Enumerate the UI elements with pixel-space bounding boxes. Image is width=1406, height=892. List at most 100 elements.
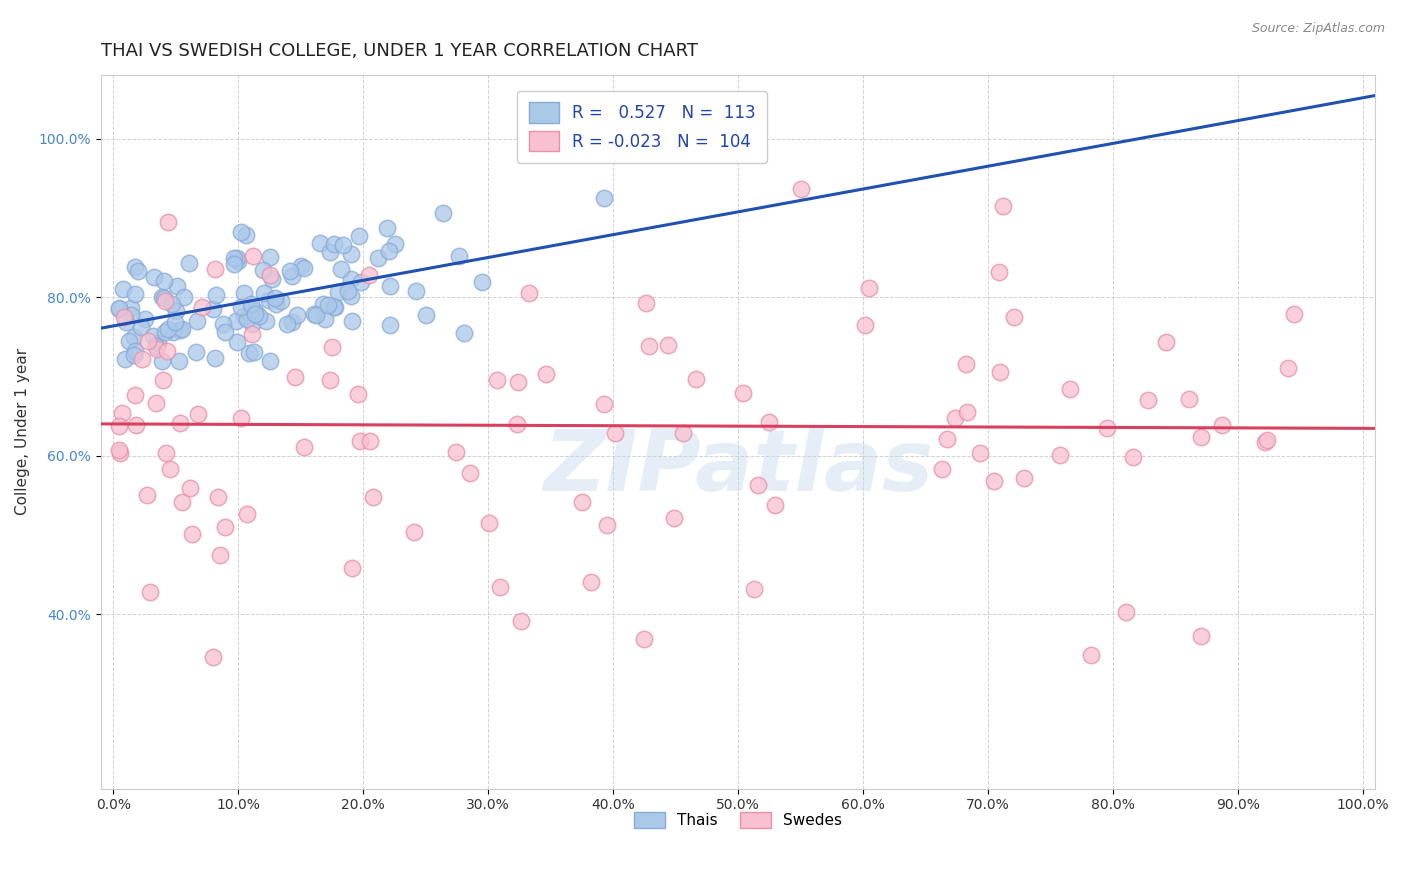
Point <box>259 268 281 282</box>
Point <box>446 445 468 459</box>
Point <box>377 221 399 235</box>
Point <box>290 260 312 274</box>
Point <box>367 251 389 265</box>
Point <box>592 191 614 205</box>
Point <box>156 215 179 229</box>
Point <box>153 274 176 288</box>
Point <box>596 518 619 533</box>
Point <box>257 293 280 307</box>
Point <box>214 520 236 534</box>
Point <box>579 575 602 590</box>
Point <box>204 287 226 301</box>
Point <box>380 278 402 293</box>
Point <box>232 286 254 301</box>
Point <box>259 353 281 368</box>
Point <box>136 334 159 348</box>
Point <box>506 375 529 389</box>
Point <box>323 300 346 314</box>
Point <box>988 265 1011 279</box>
Point <box>264 291 287 305</box>
Legend: Thais, Swedes: Thais, Swedes <box>628 806 848 834</box>
Point <box>143 269 166 284</box>
Point <box>1282 306 1305 320</box>
Point <box>167 353 190 368</box>
Point <box>202 650 225 665</box>
Point <box>281 315 304 329</box>
Point <box>186 314 208 328</box>
Point <box>155 446 177 460</box>
Point <box>202 302 225 317</box>
Point <box>264 296 287 310</box>
Point <box>145 396 167 410</box>
Point <box>179 481 201 495</box>
Point <box>1254 434 1277 449</box>
Point <box>122 348 145 362</box>
Point <box>337 284 360 298</box>
Point <box>955 357 977 371</box>
Point <box>319 373 342 387</box>
Point <box>127 264 149 278</box>
Point <box>593 397 616 411</box>
Point <box>124 343 146 358</box>
Point <box>657 338 679 352</box>
Point <box>292 440 315 454</box>
Point <box>339 289 361 303</box>
Point <box>1049 448 1071 462</box>
Point <box>378 318 401 332</box>
Point <box>243 304 266 318</box>
Point <box>314 312 336 326</box>
Point <box>340 313 363 327</box>
Point <box>638 339 661 353</box>
Point <box>115 315 138 329</box>
Point <box>402 525 425 540</box>
Point <box>226 334 249 349</box>
Point <box>146 335 169 350</box>
Point <box>742 582 765 597</box>
Point <box>187 407 209 421</box>
Point <box>153 291 176 305</box>
Point <box>159 462 181 476</box>
Point <box>165 304 187 318</box>
Point <box>108 443 131 458</box>
Point <box>229 410 252 425</box>
Point <box>231 300 253 314</box>
Point <box>758 415 780 429</box>
Point <box>156 343 179 358</box>
Point <box>517 285 540 300</box>
Point <box>224 314 246 328</box>
Point <box>312 297 335 311</box>
Point <box>162 326 184 340</box>
Point <box>790 182 813 196</box>
Point <box>172 494 194 508</box>
Point <box>226 254 249 268</box>
Point <box>378 244 401 258</box>
Point <box>763 498 786 512</box>
Point <box>359 434 381 448</box>
Point <box>858 280 880 294</box>
Point <box>1256 433 1278 447</box>
Point <box>747 478 769 492</box>
Point <box>506 417 529 431</box>
Point <box>284 369 307 384</box>
Point <box>236 508 259 522</box>
Point <box>432 206 454 220</box>
Point <box>238 345 260 359</box>
Point <box>207 490 229 504</box>
Point <box>108 419 131 434</box>
Point <box>242 345 264 359</box>
Point <box>212 318 235 332</box>
Point <box>321 340 343 354</box>
Point <box>316 298 339 312</box>
Point <box>1211 418 1233 433</box>
Point <box>292 260 315 275</box>
Point <box>110 446 132 460</box>
Point <box>489 580 512 594</box>
Point <box>956 405 979 419</box>
Point <box>349 434 371 448</box>
Point <box>120 301 142 316</box>
Point <box>1136 393 1159 408</box>
Point <box>969 446 991 460</box>
Point <box>191 300 214 314</box>
Point <box>153 326 176 340</box>
Point <box>733 386 755 401</box>
